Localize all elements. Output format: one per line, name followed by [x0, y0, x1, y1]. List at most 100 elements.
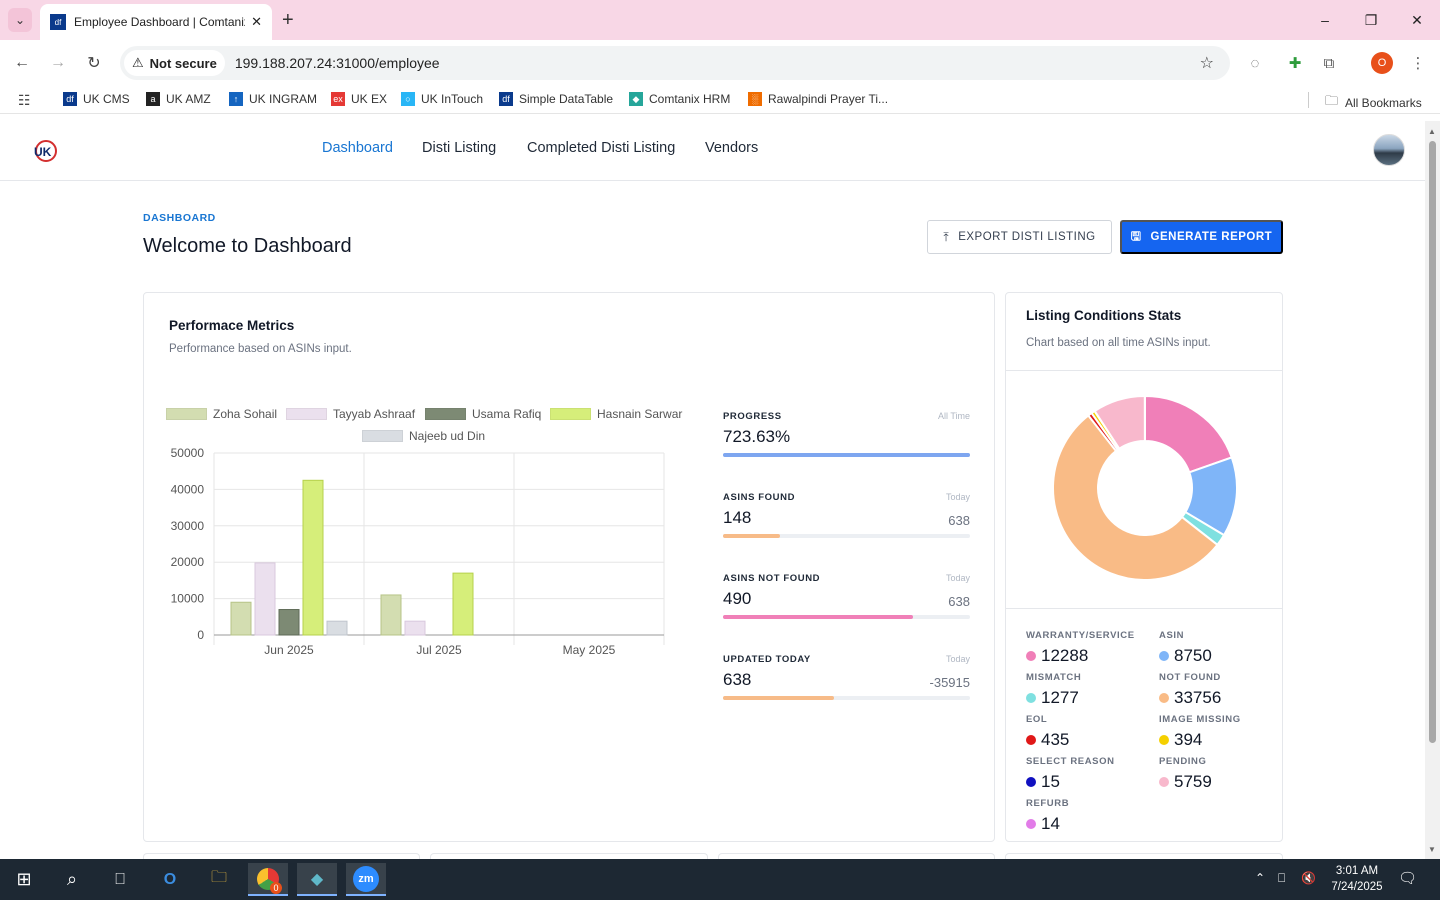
url-text[interactable]: 199.188.207.24:31000/employee — [234, 55, 440, 71]
bookmark-item[interactable]: ◆ Comtanix HRM — [629, 92, 730, 106]
zoom-icon[interactable]: zm — [346, 863, 386, 896]
nav-dashboard[interactable]: Dashboard — [322, 140, 393, 156]
condition-color-dot — [1026, 819, 1036, 829]
y-tick-label: 30000 — [171, 519, 205, 533]
bookmark-item[interactable]: ex UK EX — [331, 92, 387, 106]
extensions-puzzle-icon[interactable]: ⧉ — [1323, 54, 1335, 72]
legend-item[interactable]: Tayyab Ashraaf — [286, 407, 415, 421]
donut-slice[interactable] — [1144, 394, 1234, 474]
metric-progress-track — [723, 615, 970, 619]
legend-item[interactable]: Usama Rafiq — [425, 407, 541, 421]
export-button-label: EXPORT DISTI LISTING — [958, 231, 1096, 243]
y-tick-label: 40000 — [171, 482, 205, 496]
profile-avatar-icon[interactable]: O — [1371, 52, 1393, 74]
user-avatar[interactable] — [1373, 134, 1405, 166]
bar — [254, 562, 276, 636]
legend-swatch — [362, 430, 403, 442]
clock-date: 7/24/2025 — [1331, 881, 1383, 893]
menu-kebab-icon[interactable]: ⋮ — [1410, 55, 1426, 72]
outlook-icon[interactable]: O — [163, 870, 177, 888]
bar — [452, 572, 474, 636]
bookmark-label: UK INGRAM — [249, 92, 318, 106]
legend-item[interactable]: Zoha Sohail — [166, 407, 277, 421]
file-explorer-icon[interactable]: 🗀 — [210, 869, 227, 886]
bookmark-item[interactable]: ○ UK InTouch — [401, 92, 483, 106]
reload-icon[interactable]: ↻ — [87, 55, 101, 72]
legend-label: Tayyab Ashraaf — [333, 407, 416, 421]
scroll-up-icon[interactable]: ▲ — [1428, 127, 1436, 136]
close-tab-icon[interactable]: ✕ — [251, 14, 262, 29]
legend-item[interactable]: Hasnain Sarwar — [550, 407, 682, 421]
bookmarks-bar: ☷ df UK CMS a UK AMZ ↑ UK INGRAM ex UK EX ○ UK In… — [0, 86, 1440, 114]
bookmark-favicon-icon: ◆ — [629, 92, 643, 106]
all-bookmarks-button[interactable]: 🗀 All Bookmarks — [1325, 92, 1422, 114]
volume-muted-icon[interactable]: 🔇 — [1301, 871, 1316, 885]
legend-item[interactable]: Najeeb ud Din — [362, 429, 485, 443]
nav-disti-listing[interactable]: Disti Listing — [422, 140, 497, 156]
breadcrumb[interactable]: DASHBOARD — [143, 212, 216, 224]
metric-label: PROGRESS — [723, 411, 782, 422]
back-icon[interactable]: ← — [14, 54, 30, 71]
bookmark-label: Rawalpindi Prayer Ti... — [768, 92, 889, 106]
y-tick-label: 20000 — [171, 555, 205, 569]
bookmark-favicon-icon: ex — [331, 92, 345, 106]
close-window-icon[interactable]: ✕ — [1411, 11, 1423, 28]
scrollbar-thumb[interactable] — [1429, 141, 1436, 743]
condition-color-dot — [1026, 693, 1036, 703]
condition-stat: NOT FOUND 33756 — [1159, 672, 1221, 708]
metric-target: 638 — [948, 513, 970, 528]
nav-completed-disti-listing[interactable]: Completed Disti Listing — [527, 140, 676, 156]
bookmark-favicon-icon: ○ — [401, 92, 415, 106]
export-disti-listing-button[interactable]: ⤒ EXPORT DISTI LISTING — [927, 220, 1112, 254]
windows-taskbar: ⊞ ⌕ ⎕ O 🗀 0 ◆ zm ⌃ ⎕ 🔇 3:01 AM 7/24/2025… — [0, 859, 1440, 900]
performance-subtitle: Performance based on ASINs input. — [169, 343, 352, 355]
page-scrollbar[interactable]: ▲ ▼ — [1425, 121, 1440, 859]
bookmark-label: UK CMS — [83, 92, 130, 106]
bookmark-item[interactable]: df Simple DataTable — [499, 92, 613, 106]
translate-icon[interactable]: ◌ — [1250, 54, 1260, 72]
scroll-down-icon[interactable]: ▼ — [1428, 845, 1436, 854]
tray-chevron-icon[interactable]: ⌃ — [1255, 871, 1266, 885]
browser-tabstrip: ⌄ df Employee Dashboard | Comtanix ✕ + –… — [0, 0, 1440, 40]
condition-value: 394 — [1174, 730, 1203, 749]
bookmark-item[interactable]: ░ Rawalpindi Prayer Ti... — [748, 92, 888, 106]
task-view-icon[interactable]: ⎕ — [115, 870, 125, 888]
network-icon[interactable]: ⎕ — [1278, 871, 1286, 885]
bookmark-label: UK InTouch — [421, 92, 484, 106]
legend-label: Hasnain Sarwar — [597, 407, 683, 421]
metric-period: All Time — [937, 411, 970, 421]
notifications-icon[interactable]: 🗨 — [1398, 870, 1418, 887]
y-tick-label: 10000 — [171, 592, 205, 606]
bookmark-label: UK EX — [351, 92, 388, 106]
app-diamond-icon[interactable]: ◆ — [297, 863, 337, 896]
donut-slice[interactable] — [1052, 414, 1219, 581]
search-icon[interactable]: ⌕ — [66, 869, 78, 889]
chrome-icon[interactable]: 0 — [248, 863, 288, 896]
generate-report-button[interactable]: 🖫 GENERATE REPORT — [1120, 220, 1283, 254]
bookmark-star-icon[interactable]: ☆ — [1199, 55, 1214, 72]
minimize-icon[interactable]: – — [1321, 12, 1329, 28]
apps-grid-icon[interactable]: ☷ — [18, 92, 31, 108]
bookmark-item[interactable]: df UK CMS — [63, 92, 130, 106]
windows-start-icon[interactable]: ⊞ — [16, 869, 32, 889]
nav-vendors[interactable]: Vendors — [705, 140, 759, 156]
save-icon: 🖫 — [1130, 228, 1142, 243]
tab-search-icon[interactable]: ⌄ — [8, 8, 32, 32]
legend-swatch — [286, 408, 327, 420]
company-logo[interactable]: UK — [32, 138, 58, 164]
summary-card-1 — [143, 853, 420, 863]
bookmark-item[interactable]: a UK AMZ — [146, 92, 211, 106]
y-tick-label: 0 — [197, 628, 204, 642]
forward-icon[interactable]: → — [50, 54, 66, 71]
security-chip[interactable]: ⚠ Not secure — [124, 50, 225, 76]
browser-tab[interactable]: df Employee Dashboard | Comtanix ✕ — [40, 4, 272, 40]
restore-icon[interactable]: ❐ — [1364, 11, 1378, 28]
condition-value: 435 — [1041, 730, 1070, 749]
metric-value: 490 — [723, 589, 752, 608]
condition-stat: EOL 435 — [1026, 714, 1069, 750]
address-bar[interactable]: ⚠ Not secure 199.188.207.24:31000/employ… — [120, 46, 1230, 80]
system-clock[interactable]: 3:01 AM 7/24/2025 — [1322, 863, 1392, 895]
new-tab-icon[interactable]: + — [282, 9, 294, 31]
extension-icon[interactable]: ✚ — [1288, 55, 1302, 72]
bookmark-item[interactable]: ↑ UK INGRAM — [229, 92, 317, 106]
